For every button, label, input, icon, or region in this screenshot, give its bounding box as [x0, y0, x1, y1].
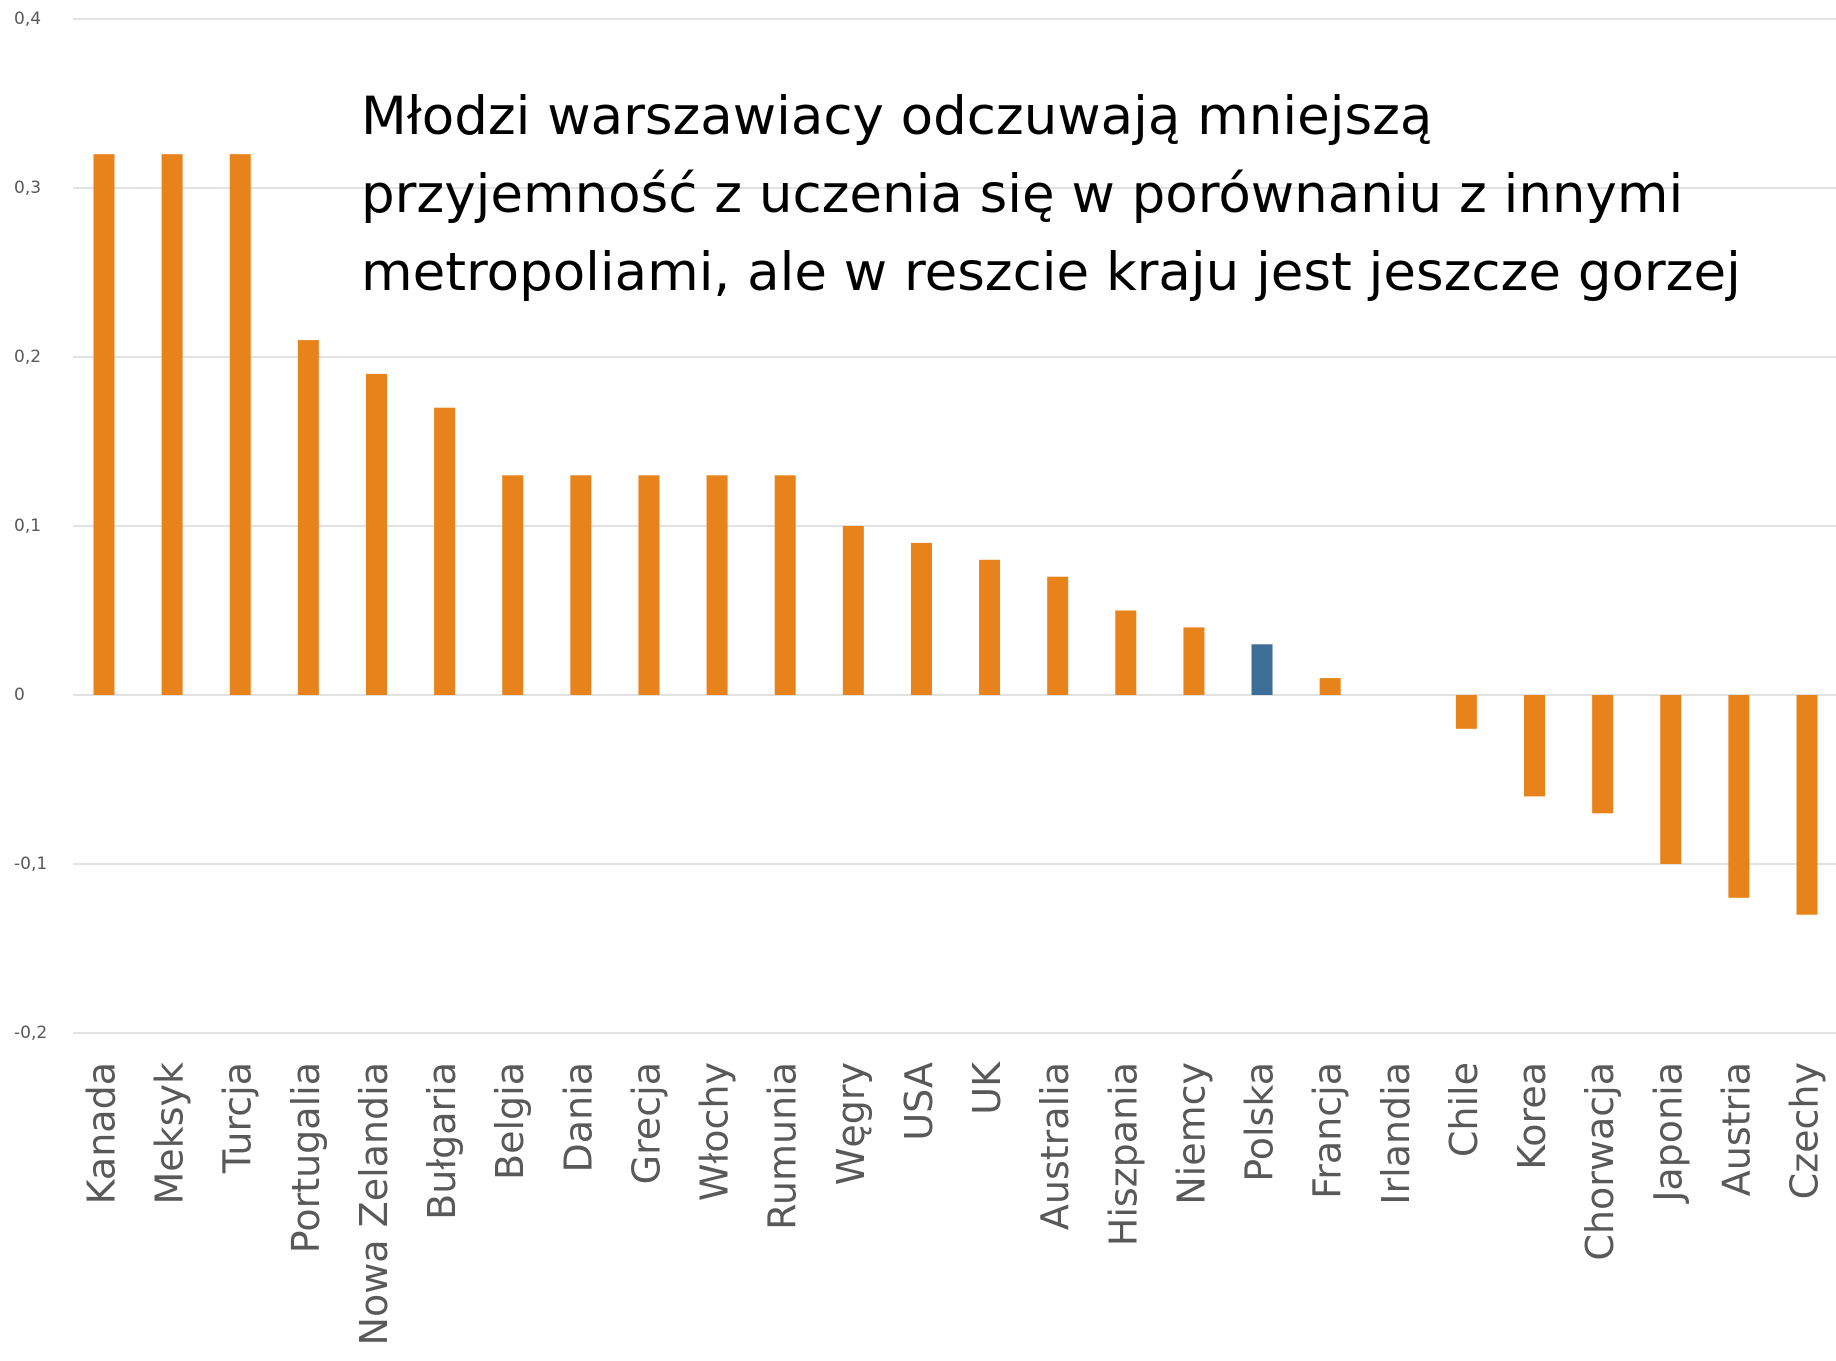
bar — [1047, 576, 1069, 695]
x-tick-label: Polska — [1238, 1062, 1282, 1182]
y-tick-label: 0 — [14, 685, 25, 705]
bar — [1319, 678, 1341, 695]
x-tick-label: Chile — [1442, 1062, 1486, 1157]
bar — [706, 475, 728, 695]
x-tick-label: UK — [965, 1061, 1009, 1115]
x-tick-label: Austria — [1714, 1062, 1758, 1196]
bar — [910, 542, 932, 695]
x-tick-label: Niemcy — [1169, 1062, 1213, 1205]
x-tick-label: Czechy — [1783, 1062, 1827, 1199]
x-tick-label: Hiszpania — [1101, 1062, 1145, 1246]
x-tick-label: Belgia — [488, 1062, 532, 1180]
bar — [297, 340, 319, 695]
bar — [774, 475, 796, 695]
x-tick-label: Kanada — [80, 1062, 124, 1204]
bar — [502, 475, 524, 695]
y-tick-label: 0,4 — [14, 9, 41, 29]
x-tick-label: Korea — [1510, 1062, 1554, 1170]
x-tick-label: Włochy — [693, 1062, 737, 1201]
x-tick-label: Francja — [1306, 1062, 1350, 1199]
bar — [1455, 695, 1477, 729]
bar — [161, 154, 183, 695]
x-tick-label: Chorwacja — [1578, 1062, 1622, 1261]
x-tick-label: Rumunia — [761, 1062, 805, 1230]
bar — [229, 154, 251, 695]
bar — [1796, 695, 1818, 915]
y-tick-label: -0,2 — [14, 1023, 47, 1043]
x-tick-label: Bułgaria — [420, 1062, 464, 1220]
bar — [434, 407, 456, 695]
x-tick-label: Portugalia — [284, 1062, 328, 1253]
x-tick-label: Australia — [1033, 1062, 1077, 1230]
x-tick-label: Irlandia — [1374, 1062, 1418, 1205]
x-tick-label: USA — [897, 1062, 941, 1141]
x-tick-label: Grecja — [624, 1062, 668, 1184]
bar — [1592, 695, 1614, 814]
x-tick-label: Nowa Zelandia — [352, 1062, 396, 1345]
bar — [979, 559, 1001, 695]
y-tick-label: 0,3 — [14, 178, 41, 198]
bar — [1524, 695, 1546, 797]
bar — [1183, 627, 1205, 695]
y-tick-label: 0,2 — [14, 347, 41, 367]
bar — [1728, 695, 1750, 898]
bar — [1115, 610, 1137, 695]
bar — [93, 154, 115, 695]
x-tick-label: Dania — [556, 1062, 600, 1172]
y-tick-label: 0,1 — [14, 516, 41, 536]
bar — [638, 475, 660, 695]
x-tick-label: Turcja — [216, 1062, 260, 1174]
chart-title: Młodzi warszawiacy odczuwają mniejszą pr… — [361, 86, 1741, 303]
x-tick-label: Meksyk — [148, 1062, 192, 1204]
x-tick-label: Węgry — [829, 1062, 873, 1185]
x-tick-label: Japonia — [1646, 1062, 1690, 1204]
y-tick-label: -0,1 — [14, 854, 47, 874]
bar — [365, 373, 387, 695]
bar — [1251, 644, 1273, 695]
bar — [570, 475, 592, 695]
bar — [1660, 695, 1682, 864]
bar — [842, 526, 864, 695]
